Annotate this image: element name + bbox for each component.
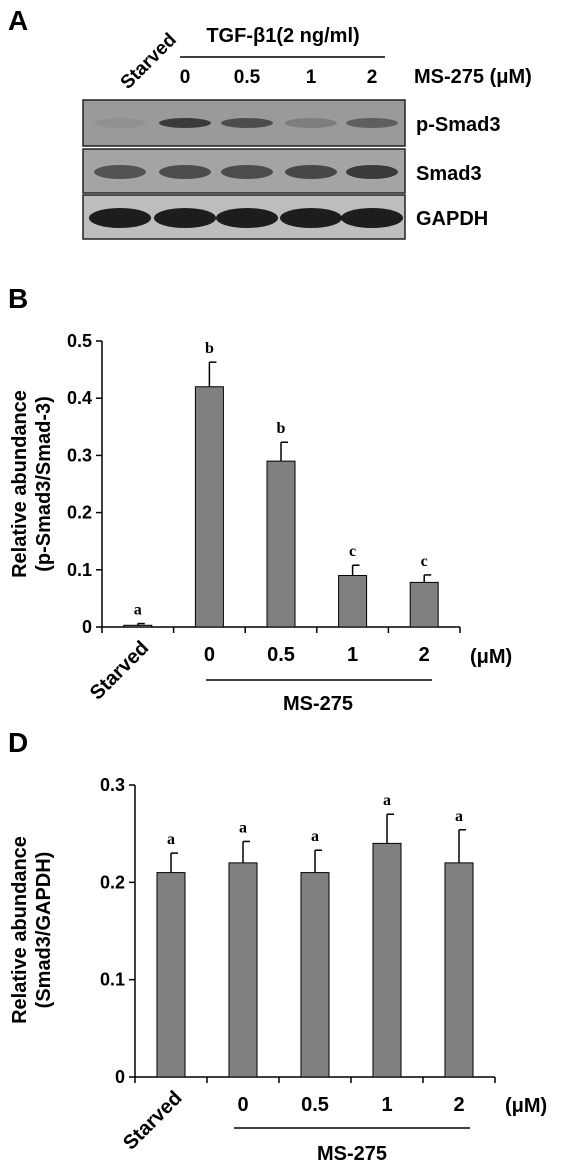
bar	[123, 624, 153, 628]
y-tick-label: 0.1	[67, 560, 92, 580]
blot-band	[94, 118, 146, 128]
chart-b-unit: (μM)	[470, 646, 512, 668]
y-tick-label: 0.5	[67, 331, 92, 351]
significance-letter: c	[349, 543, 356, 560]
x-category-label: 0	[237, 1094, 248, 1116]
chart-b-ylabel-line2: (p-Smad3/Smad-3)	[33, 396, 55, 572]
significance-letter: a	[311, 828, 319, 845]
blot-band	[346, 118, 398, 128]
chart-d-plot: 0 0.1 0.2 0.3 a Starved a 0 a 0.5 a 1 a 2	[100, 775, 496, 1154]
significance-letter: a	[167, 831, 175, 848]
chart-b-plot: 0 0.1 0.2 0.3 0.4 0.5 a Starved b 0 b 0.5 c 1 c 2	[67, 331, 461, 704]
panel-d-letter: D	[8, 727, 28, 758]
chart-d-unit: (μM)	[505, 1095, 547, 1117]
lane-label-2: 2	[367, 67, 378, 88]
significance-letter: a	[383, 792, 391, 809]
dose-header: MS-275 (μM)	[414, 66, 532, 88]
blot-band	[341, 208, 403, 228]
significance-letter: a	[134, 602, 142, 619]
x-category-label: Starved	[119, 1087, 186, 1154]
y-tick-label: 0.2	[100, 872, 125, 892]
x-category-label: 0.5	[267, 644, 295, 666]
treatment-label: TGF-β1(2 ng/ml)	[206, 25, 359, 47]
blot-label-p-smad3: p-Smad3	[416, 114, 500, 136]
y-tick-label: 0	[82, 617, 92, 637]
blot-band	[221, 118, 273, 128]
significance-letter: a	[455, 808, 463, 825]
blot-band	[159, 165, 211, 179]
y-tick-label: 0.1	[100, 970, 125, 990]
panel-d: D Relative abundance (Smad3/GAPDH) 00.10…	[8, 727, 547, 1165]
panel-b: B Relative abundance (p-Smad3/Smad-3) 00…	[8, 283, 512, 715]
blot-label-gapdh: GAPDH	[416, 208, 488, 230]
blot-band	[159, 118, 211, 128]
lane-label-starved: Starved	[117, 29, 181, 93]
x-category-label: 0.5	[301, 1094, 329, 1116]
panel-a-letter: A	[8, 5, 28, 36]
blot-band	[285, 165, 337, 179]
panel-b-letter: B	[8, 283, 28, 314]
chart-d-ylabel-line1: Relative abundance	[9, 836, 31, 1024]
bar	[372, 842, 402, 1078]
bar	[228, 862, 258, 1078]
significance-letter: a	[239, 819, 247, 836]
x-category-label: 1	[381, 1094, 392, 1116]
significance-letter: b	[205, 340, 214, 357]
chart-b-xlabel: MS-275	[283, 693, 353, 715]
bar	[444, 862, 474, 1078]
western-blots	[82, 99, 406, 240]
x-category-label: Starved	[86, 637, 153, 704]
bar	[409, 581, 439, 628]
blot-label-smad3: Smad3	[416, 163, 482, 185]
blot-band	[346, 165, 398, 179]
y-tick-label: 0.3	[100, 775, 125, 795]
bar	[194, 386, 224, 628]
lane-label-0: 0	[180, 67, 191, 88]
y-tick-label: 0.4	[67, 388, 92, 408]
y-tick-label: 0.2	[67, 503, 92, 523]
blot-band	[94, 165, 146, 179]
x-category-label: 0	[204, 644, 215, 666]
bar	[300, 872, 330, 1078]
chart-d-ylabel-line2: (Smad3/GAPDH)	[33, 852, 55, 1009]
blot-band	[285, 118, 337, 128]
bar	[338, 575, 368, 628]
bar	[156, 872, 186, 1078]
panel-a: A Starved TGF-β1(2 ng/ml) 0 0.5 1 2 MS-2…	[8, 5, 532, 240]
x-category-label: 2	[419, 644, 430, 666]
blot-band	[280, 208, 342, 228]
lane-label-1: 1	[306, 67, 317, 88]
blot-band	[89, 208, 151, 228]
x-category-label: 1	[347, 644, 358, 666]
chart-b-ylabel-line1: Relative abundance	[9, 390, 31, 578]
bar	[266, 460, 296, 628]
significance-letter: c	[421, 553, 428, 570]
x-category-label: 2	[453, 1094, 464, 1116]
significance-letter: b	[277, 420, 286, 437]
lane-label-0-5: 0.5	[234, 67, 261, 88]
y-tick-label: 0.3	[67, 445, 92, 465]
blot-band	[154, 208, 216, 228]
chart-d-xlabel: MS-275	[317, 1143, 387, 1165]
y-tick-label: 0	[115, 1067, 125, 1087]
blot-band	[216, 208, 278, 228]
blot-band	[221, 165, 273, 179]
